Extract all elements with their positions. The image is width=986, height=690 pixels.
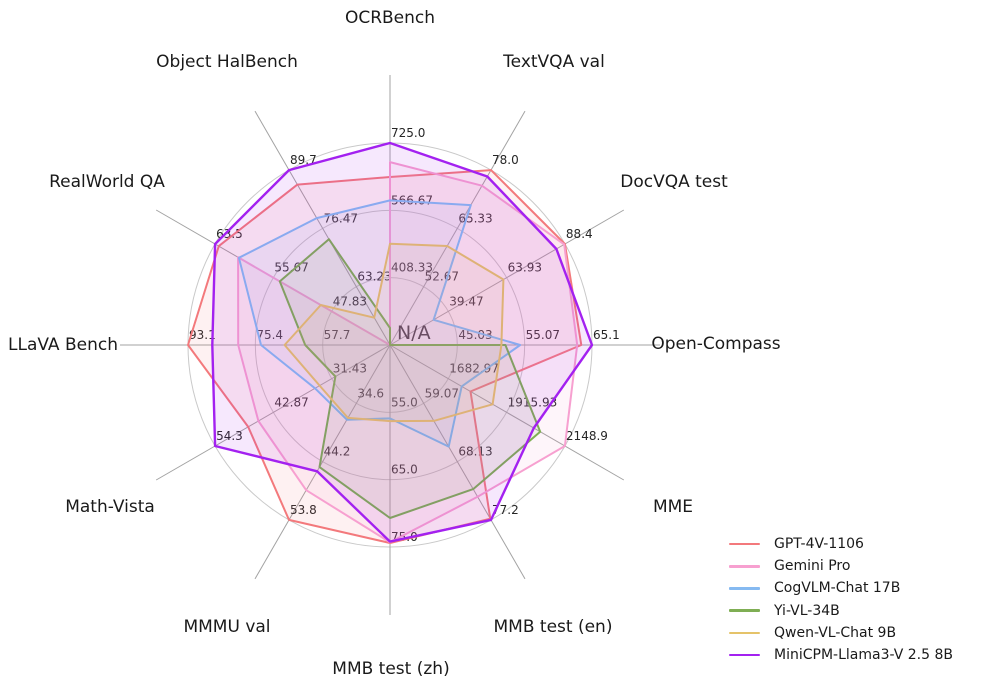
legend: GPT-4V-1106 Gemini Pro CogVLM-Chat 17B Yi-V… [729, 533, 953, 666]
tick-label: 54.3 [216, 429, 243, 443]
tick-label: 57.7 [324, 328, 351, 342]
axis-title-mmb-test-zh: MMB test (zh) [332, 659, 449, 679]
series-polygon-cogvlm-chat-17b [237, 199, 522, 448]
axis-spoke [155, 344, 391, 481]
legend-label: Gemini Pro [774, 558, 851, 575]
tick-label: 31.43 [333, 362, 367, 376]
series-polygon-qwen-vl-chat-9b [283, 242, 505, 423]
tick-label: 63.93 [508, 261, 542, 275]
tick-label: 47.83 [333, 294, 367, 308]
legend-label: CogVLM-Chat 17B [774, 580, 901, 597]
axis-title-ocrbench: OCRBench [345, 8, 435, 28]
tick-label: 68.13 [458, 445, 492, 459]
legend-swatch [729, 631, 760, 635]
tick-label: 78.0 [492, 153, 519, 167]
center-na-label: N/A [397, 322, 431, 344]
axis-title-llava-bench: LLaVA Bench [8, 335, 118, 355]
legend-swatch [729, 587, 760, 590]
tick-label: 75.4 [256, 328, 283, 342]
tick-label: 55.07 [526, 328, 560, 342]
tick-label: 59.07 [425, 386, 459, 400]
tick-label: 2148.9 [566, 429, 608, 443]
tick-label: 566.67 [391, 193, 433, 207]
legend-label: GPT-4V-1106 [774, 536, 864, 553]
legend-label: Yi-VL-34B [774, 602, 840, 619]
tick-label: 44.2 [324, 445, 351, 459]
axis-title-mme: MME [653, 497, 693, 517]
tick-label: 65.0 [391, 463, 418, 477]
legend-item-minicpm-llama3-v-2-5-8b: MiniCPM-Llama3-V 2.5 8B [729, 644, 953, 666]
tick-label: 1915.93 [508, 395, 558, 409]
axis-title-mmb-test-en: MMB test (en) [494, 617, 613, 637]
tick-label: 39.47 [449, 294, 483, 308]
legend-swatch [729, 542, 760, 546]
tick-label: 34.6 [357, 386, 384, 400]
tick-label: 725.0 [391, 126, 425, 140]
legend-item-gpt-4v-1106: GPT-4V-1106 [729, 533, 953, 555]
tick-label: 42.87 [274, 395, 308, 409]
axis-spoke [389, 344, 625, 481]
legend-label: Qwen-VL-Chat 9B [774, 624, 897, 641]
legend-item-gemini-pro: Gemini Pro [729, 555, 953, 577]
axis-spoke [254, 344, 391, 580]
tick-label: 77.2 [492, 503, 519, 517]
axis-title-mmmu-val: MMMU val [183, 617, 270, 637]
axis-title-math-vista: Math-Vista [65, 497, 155, 517]
axis-title-object-halbench: Object HalBench [156, 52, 298, 72]
axis-title-textvqa-val: TextVQA val [502, 52, 605, 72]
axis-title-docvqa-test: DocVQA test [620, 172, 728, 192]
axis-spoke [389, 110, 526, 346]
series-polygon-minicpm-llama3-v-2-5-8b [211, 141, 594, 543]
axis-spoke [389, 344, 526, 580]
series-polygon-yi-vl-34b [278, 238, 542, 519]
axis-spoke [389, 209, 625, 346]
tick-label: 1682.97 [449, 362, 499, 376]
legend-item-yi-vl-34b: Yi-VL-34B [729, 600, 953, 622]
legend-item-cogvlm-chat-17b: CogVLM-Chat 17B [729, 577, 953, 599]
legend-swatch [729, 609, 760, 612]
tick-label: 55.0 [391, 395, 418, 409]
legend-swatch [729, 564, 760, 568]
tick-label: 45.03 [458, 328, 492, 342]
axis-spoke [254, 110, 391, 346]
tick-label: 53.8 [290, 503, 317, 517]
tick-label: 52.67 [425, 270, 459, 284]
tick-label: 93.1 [189, 328, 216, 342]
tick-label: 88.4 [566, 227, 593, 241]
legend-swatch [729, 653, 760, 657]
legend-item-qwen-vl-chat-9b: Qwen-VL-Chat 9B [729, 622, 953, 644]
legend-label: MiniCPM-Llama3-V 2.5 8B [774, 647, 953, 664]
axis-title-realworld-qa: RealWorld QA [49, 172, 165, 192]
tick-label: 408.33 [391, 261, 433, 275]
tick-label: 65.1 [593, 328, 620, 342]
axis-title-open-compass: Open-Compass [651, 334, 780, 354]
